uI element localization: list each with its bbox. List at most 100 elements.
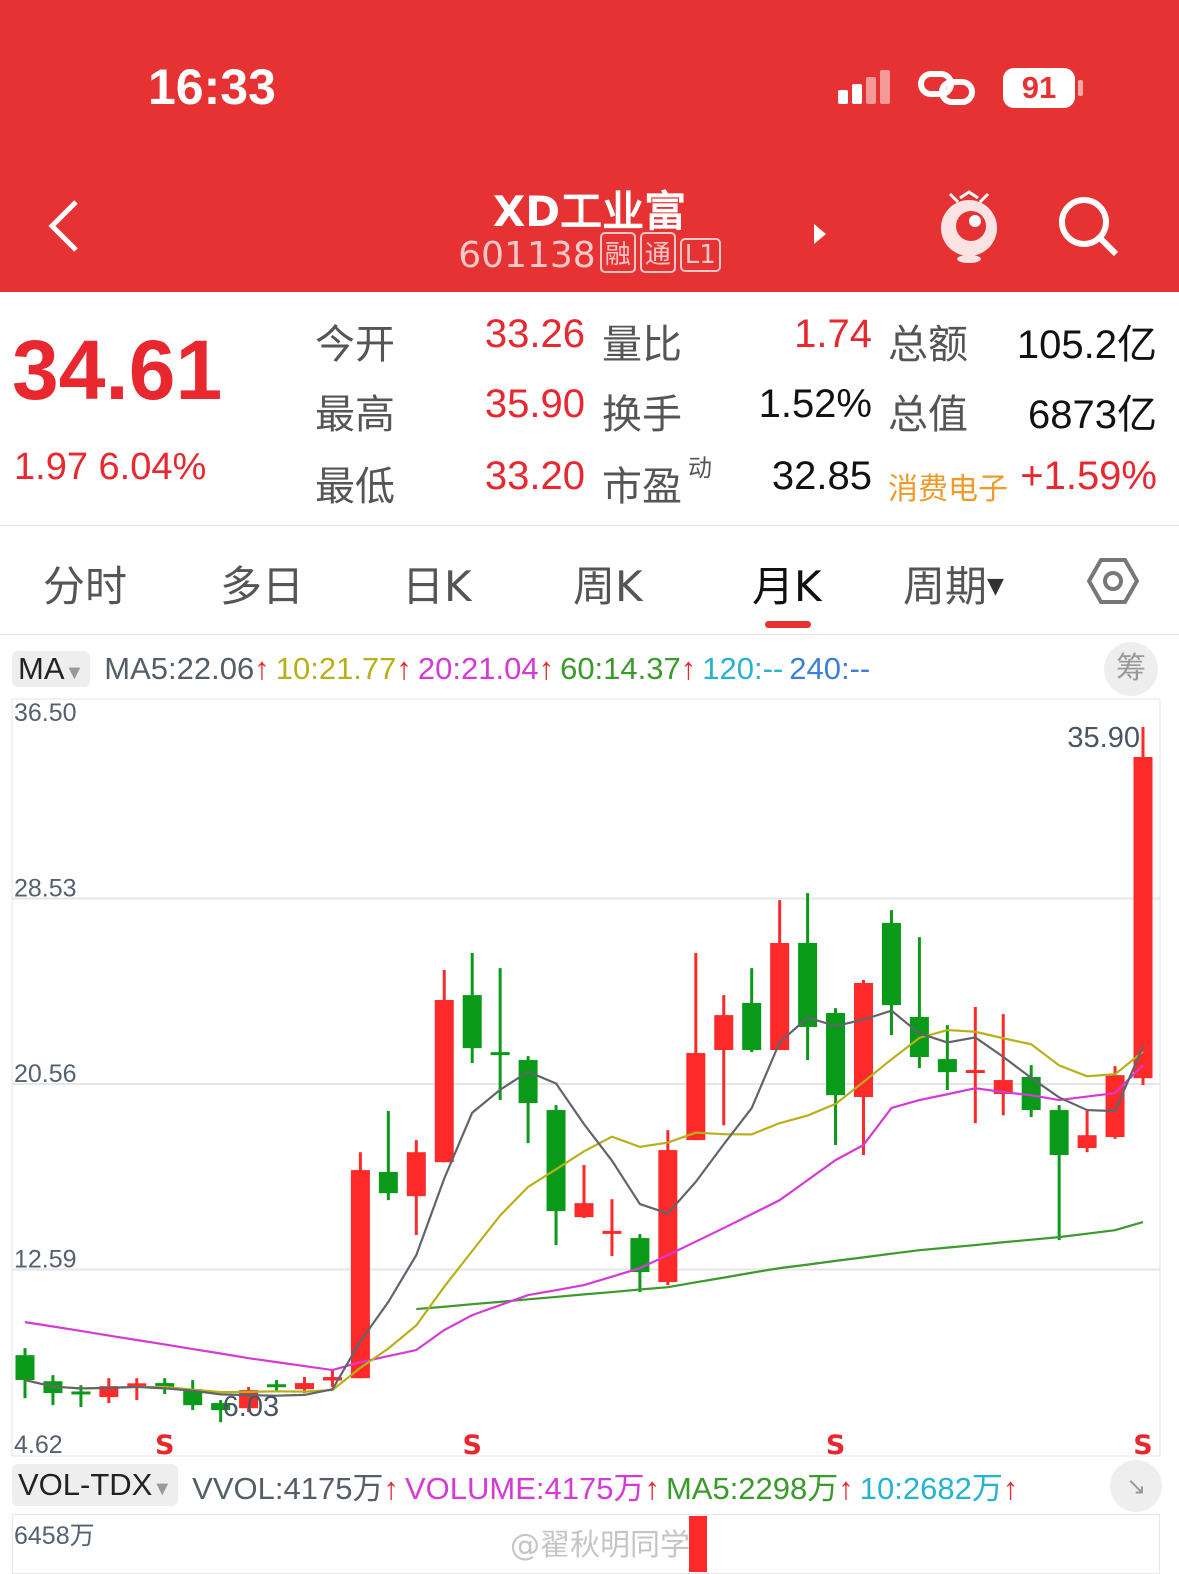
quote-label: 总值 bbox=[888, 393, 968, 437]
candle-body bbox=[462, 995, 482, 1049]
next-stock-icon[interactable] bbox=[812, 222, 828, 246]
tab-4[interactable]: 月K bbox=[752, 553, 822, 614]
indicator-value: MA5:22.06↑ bbox=[104, 651, 269, 687]
ma20-line bbox=[24, 1064, 1144, 1372]
candle-body bbox=[211, 1403, 231, 1411]
candle-body bbox=[155, 1383, 175, 1388]
vol-selector[interactable]: VOL-TDX▼ bbox=[12, 1464, 179, 1506]
quote-value: 1.52% bbox=[758, 382, 872, 426]
candle-body bbox=[378, 1171, 398, 1194]
level-tag: L1 bbox=[679, 238, 721, 272]
change-percent: 6.04% bbox=[98, 446, 207, 488]
quote-label: 量比 bbox=[602, 323, 682, 367]
quote-value: 32.85 bbox=[771, 454, 872, 498]
candle-body bbox=[937, 1059, 957, 1073]
mascot-icon[interactable] bbox=[936, 188, 1002, 264]
dropdown-icon: ▼ bbox=[987, 574, 1004, 599]
up-arrow-icon: ↑ bbox=[838, 1470, 854, 1506]
signal-marker: S bbox=[1133, 1430, 1152, 1458]
ma-values: MA5:22.06↑ 10:21.77↑ 20:21.04↑ 60:14.37↑ 120… bbox=[104, 651, 870, 687]
candle-body bbox=[1077, 1135, 1097, 1149]
search-icon[interactable] bbox=[1056, 194, 1122, 260]
quote-label: 总额 bbox=[888, 323, 968, 367]
candle-body bbox=[434, 999, 454, 1163]
stock-code-line: 601138 融通 L1 bbox=[0, 232, 1179, 276]
candle-body bbox=[826, 1013, 846, 1096]
candle-body bbox=[714, 1015, 734, 1051]
tab-2[interactable]: 日K bbox=[402, 553, 472, 614]
candle-body bbox=[1021, 1077, 1041, 1111]
candle-body bbox=[602, 1230, 622, 1234]
back-icon[interactable] bbox=[44, 198, 84, 254]
indicator-text: 20:21.04 bbox=[417, 651, 539, 686]
signal-marker: S bbox=[155, 1430, 174, 1458]
tab-5[interactable]: 周期▼ bbox=[903, 553, 1004, 614]
up-arrow-icon: ↑ bbox=[644, 1470, 660, 1506]
quote-value: 33.20 bbox=[484, 454, 585, 498]
last-price: 34.61 bbox=[12, 323, 223, 417]
candlestick-chart[interactable]: 36.50 28.53 20.56 12.59 4.62 35.90 6.03 S S S S bbox=[0, 698, 1179, 1458]
quote-label[interactable]: 消费电子 bbox=[888, 473, 1008, 506]
up-arrow-icon: ↑ bbox=[680, 651, 697, 686]
vol-selector-label: VOL-TDX bbox=[18, 1467, 153, 1502]
candle-body bbox=[490, 1052, 510, 1056]
candle-body bbox=[546, 1110, 566, 1212]
candle-body bbox=[406, 1152, 426, 1197]
ma10-line bbox=[24, 1028, 1144, 1394]
y-tick-label: 36.50 bbox=[14, 699, 77, 727]
candle-body bbox=[99, 1386, 119, 1398]
y-tick-label: 28.53 bbox=[14, 875, 77, 903]
indicator-text: 10:2682万 bbox=[859, 1470, 1003, 1506]
candle-body bbox=[183, 1389, 203, 1406]
candle-body bbox=[630, 1238, 650, 1273]
indicator-value: 240:-- bbox=[789, 651, 870, 687]
indicator-value: 20:21.04↑ bbox=[418, 651, 554, 687]
candle-body bbox=[518, 1060, 538, 1104]
quote-label: 今开 bbox=[315, 323, 395, 367]
candle-body bbox=[881, 922, 901, 1006]
ma5-line bbox=[24, 1009, 1145, 1397]
up-arrow-icon: ↑ bbox=[396, 651, 412, 686]
candle-body bbox=[1105, 1075, 1125, 1138]
expand-button[interactable]: ↘ bbox=[1110, 1460, 1162, 1512]
link-icon bbox=[918, 71, 975, 105]
candle-body bbox=[854, 982, 873, 1098]
candle-body bbox=[350, 1170, 370, 1379]
candle-body bbox=[742, 1003, 762, 1051]
dropdown-icon: ▼ bbox=[64, 662, 85, 684]
quote-value: 33.26 bbox=[484, 312, 585, 356]
tab-3[interactable]: 周K bbox=[573, 553, 643, 614]
indicator-text: VVOL:4175万 bbox=[192, 1470, 384, 1506]
quote-label: 最低 bbox=[315, 465, 395, 509]
candle-body bbox=[127, 1383, 147, 1387]
candle-body bbox=[965, 1070, 985, 1074]
settings-icon[interactable] bbox=[1087, 556, 1139, 606]
indicator-text: 120:-- bbox=[702, 651, 784, 686]
candle-body bbox=[1049, 1110, 1069, 1155]
candle-body bbox=[295, 1383, 314, 1390]
high-price-label: 35.90 bbox=[1067, 722, 1140, 754]
quote-value: +1.59% bbox=[1020, 454, 1157, 498]
quote-value: 1.74 bbox=[794, 312, 872, 356]
indicator-value: MA5:2298万↑ bbox=[666, 1463, 854, 1508]
divider bbox=[0, 634, 1179, 635]
chip-distribution-button[interactable]: 筹 bbox=[1104, 642, 1158, 696]
indicator-value: VOLUME:4175万↑ bbox=[405, 1463, 660, 1508]
plot-frame bbox=[11, 698, 1161, 1457]
up-arrow-icon: ↑ bbox=[254, 651, 270, 686]
quote-label: 换手 bbox=[602, 393, 682, 437]
tab-0[interactable]: 分时 bbox=[43, 553, 127, 614]
ma-selector[interactable]: MA▼ bbox=[12, 651, 91, 687]
dropdown-icon: ▼ bbox=[152, 1478, 173, 1500]
ma60-line bbox=[416, 1220, 1144, 1311]
signal-icon bbox=[838, 70, 898, 104]
indicator-text: MA5:22.06 bbox=[104, 651, 255, 686]
candle-body bbox=[71, 1391, 91, 1395]
battery-indicator: 91 bbox=[1003, 68, 1075, 108]
indicator-value: 120:-- bbox=[702, 651, 783, 687]
low-price-label: 6.03 bbox=[223, 1391, 279, 1423]
y-tick-label: 20.56 bbox=[14, 1060, 77, 1088]
tab-1[interactable]: 多日 bbox=[220, 553, 304, 614]
tab-label: 多日 bbox=[220, 562, 305, 611]
candle-body bbox=[1133, 756, 1153, 1079]
